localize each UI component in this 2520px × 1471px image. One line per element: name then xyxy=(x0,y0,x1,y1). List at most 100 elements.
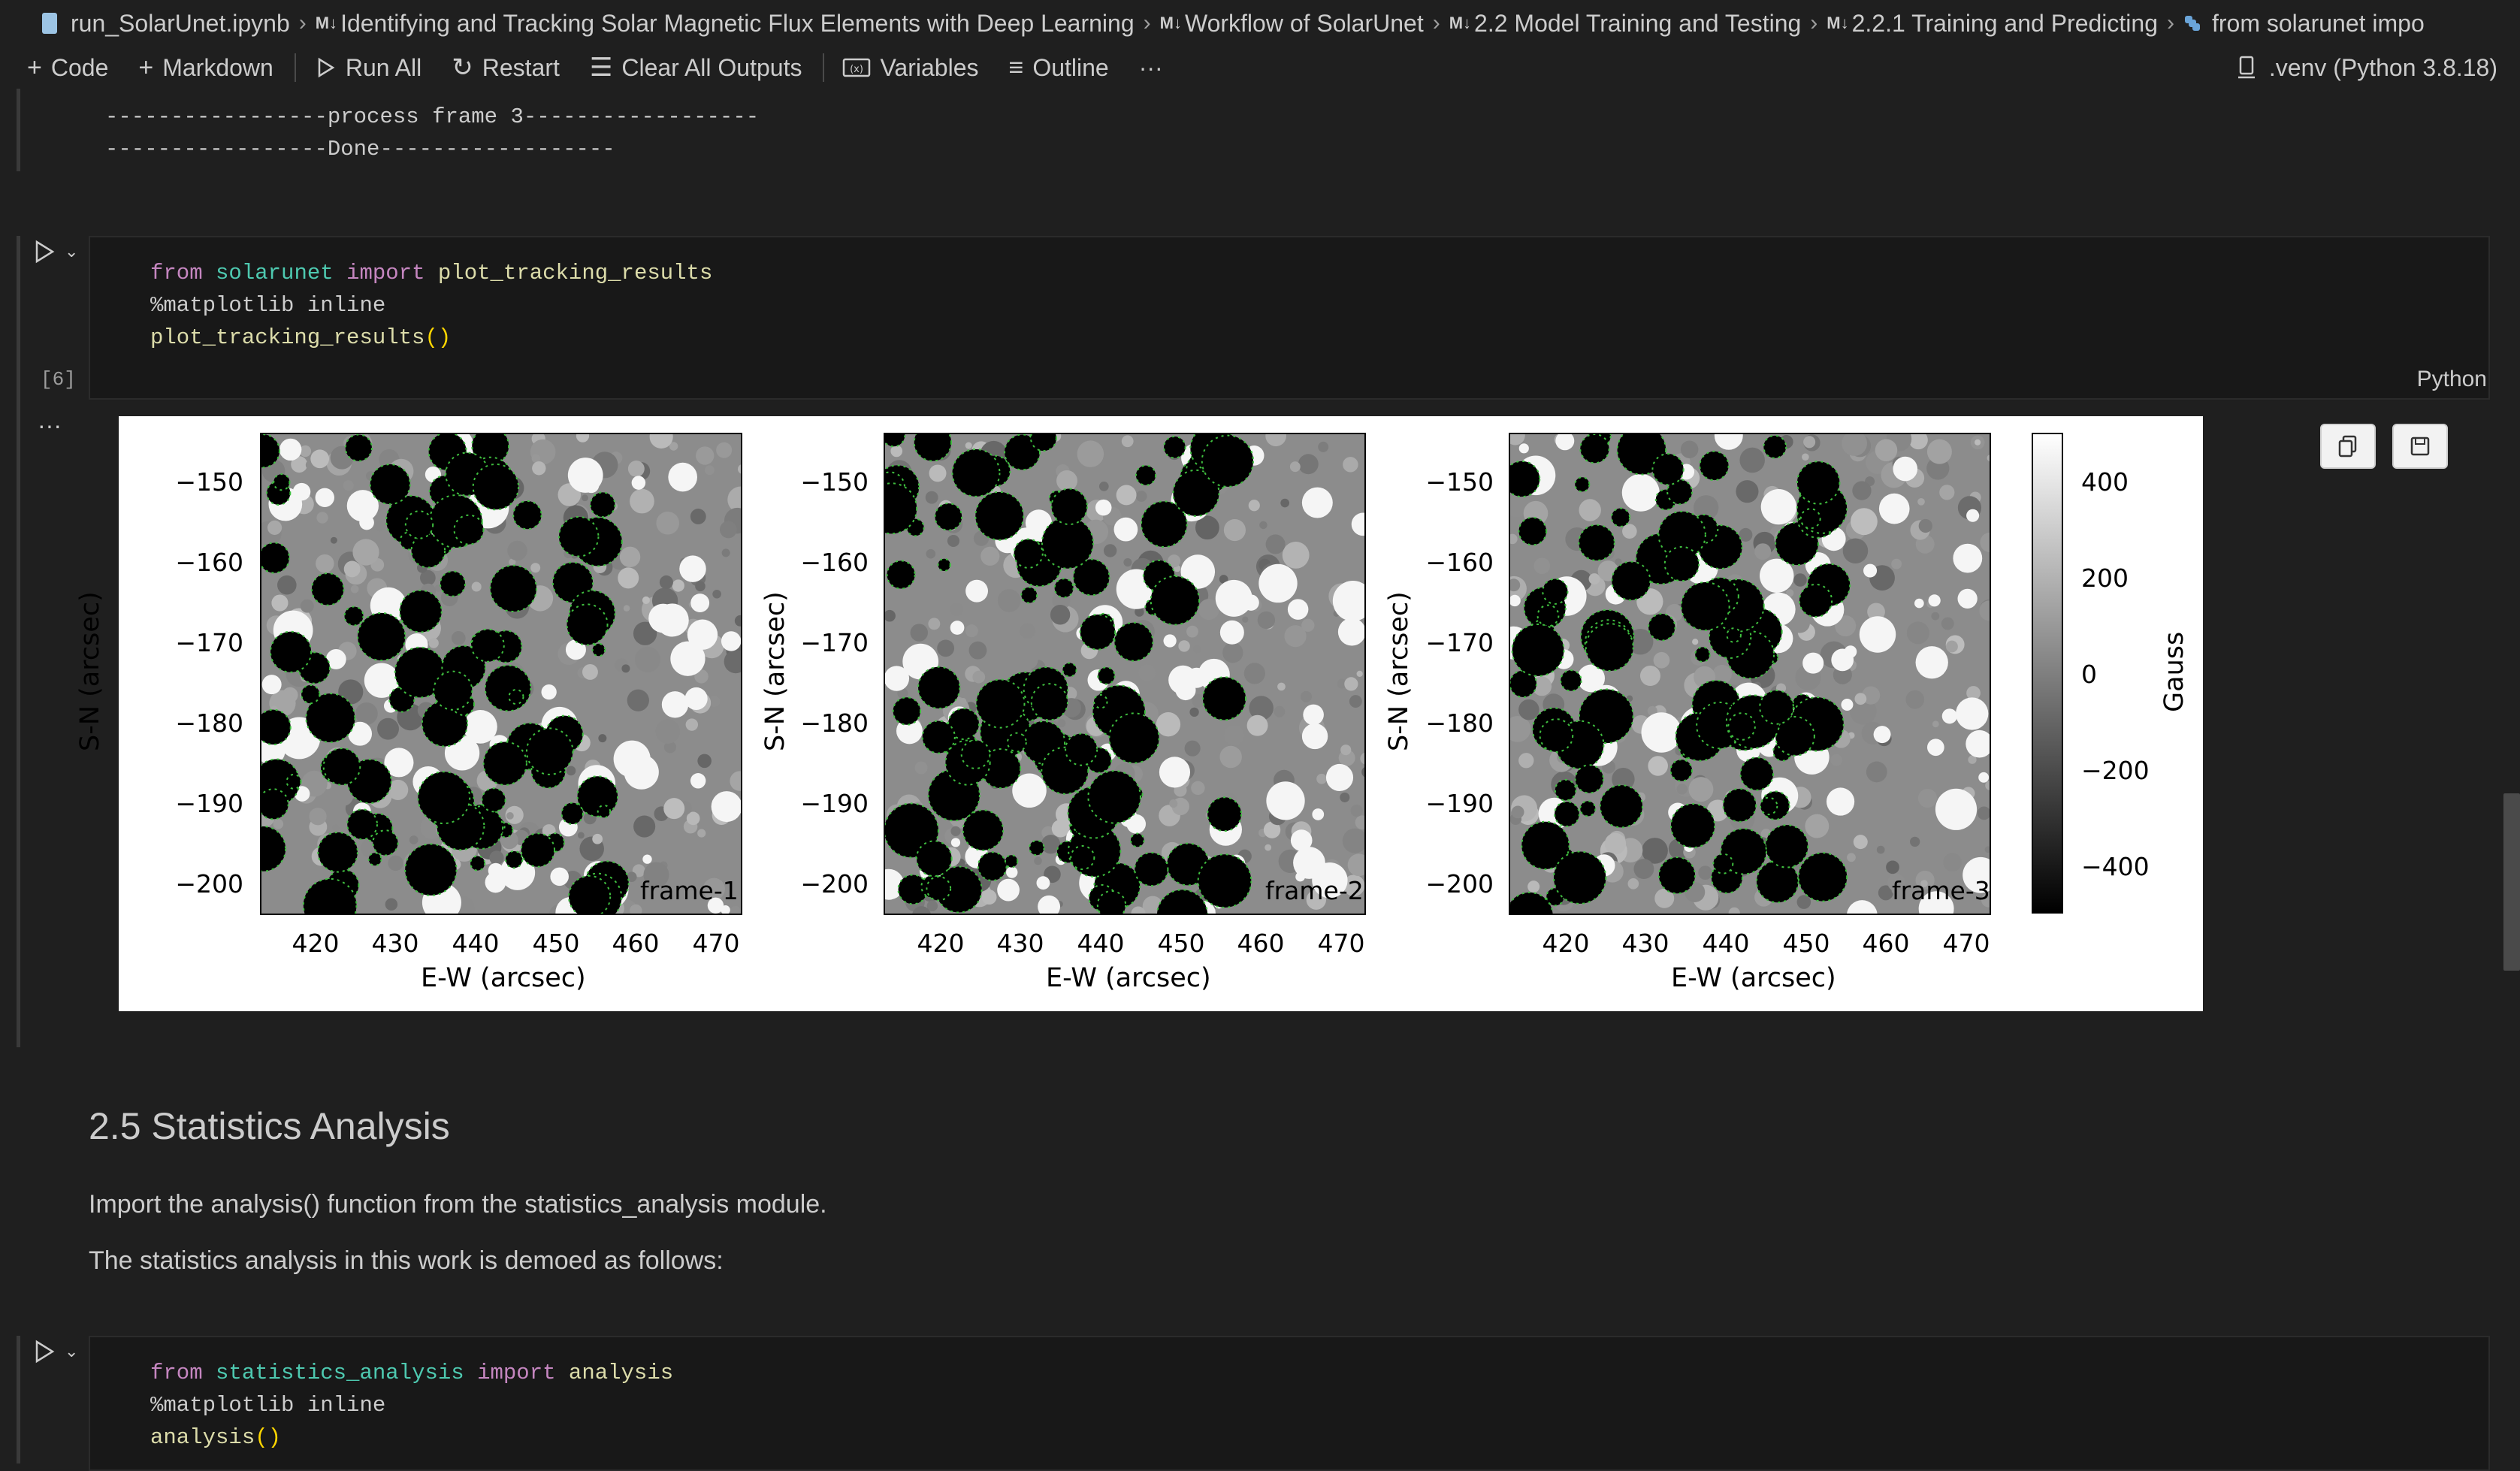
y-tick-label: −160 xyxy=(175,548,243,577)
x-tick-label: 460 xyxy=(1862,929,1910,958)
breadcrumb-file[interactable]: run_SolarUnet.ipynb xyxy=(71,9,290,37)
x-tick-label: 420 xyxy=(917,929,965,958)
markdown-paragraph: Import the analysis() function from the … xyxy=(89,1190,827,1219)
play-icon xyxy=(35,240,55,264)
breadcrumb-item-1[interactable]: M↓ Identifying and Tracking Solar Magneti… xyxy=(315,9,1135,37)
save-icon xyxy=(2410,436,2430,456)
kernel-picker[interactable]: .venv (Python 3.8.18) xyxy=(2236,47,2497,89)
run-all-button[interactable]: Run All xyxy=(314,54,422,82)
code-line: %matplotlib inline xyxy=(150,293,386,318)
code-editor[interactable]: from statistics_analysis import analysis… xyxy=(89,1336,2490,1471)
variables-button[interactable]: (x) Variables xyxy=(842,54,978,82)
x-tick-label: 460 xyxy=(1237,929,1285,958)
y-tick-label: −190 xyxy=(175,789,243,818)
chevron-right-icon: › xyxy=(298,11,307,35)
x-tick-label: 420 xyxy=(292,929,340,958)
python-icon xyxy=(2184,16,2200,31)
x-tick-label: 470 xyxy=(692,929,740,958)
restart-button[interactable]: ↻ Restart xyxy=(452,53,560,82)
outline-icon: ≡ xyxy=(1008,53,1024,82)
breadcrumb: run_SolarUnet.ipynb › M↓ Identifying and … xyxy=(0,0,2520,47)
chevron-right-icon: › xyxy=(1810,11,1818,35)
x-tick-label: 420 xyxy=(1542,929,1590,958)
y-tick-label: −160 xyxy=(1425,548,1494,577)
markdown-icon: M↓ xyxy=(1827,14,1849,32)
markdown-paragraph: The statistics analysis in this work is … xyxy=(89,1246,724,1275)
cell-gutter xyxy=(17,236,20,1047)
cell-language-label[interactable]: Python xyxy=(2416,367,2487,391)
y-axis-label: S-N (arcsec) xyxy=(760,591,790,751)
notebook-file-icon xyxy=(42,13,57,34)
colorbar-tick-label: −200 xyxy=(2081,756,2150,785)
magnetogram-frame-1 xyxy=(260,433,742,915)
y-tick-label: −160 xyxy=(800,548,869,577)
add-markdown-button[interactable]: + Markdown xyxy=(138,53,273,82)
chevron-right-icon: › xyxy=(1143,11,1151,35)
x-tick-label: 460 xyxy=(612,929,660,958)
variables-icon: (x) xyxy=(843,58,871,77)
markdown-icon: M↓ xyxy=(1159,14,1182,32)
y-tick-label: −150 xyxy=(800,467,869,497)
y-tick-label: −200 xyxy=(800,869,869,899)
code-line: %matplotlib inline xyxy=(150,1393,386,1418)
previous-cell-output: -----------------process frame 3--------… xyxy=(105,104,760,162)
y-tick-label: −170 xyxy=(1425,628,1494,657)
colorbar-label: Gauss xyxy=(2159,631,2189,712)
save-output-button[interactable] xyxy=(2392,424,2448,469)
y-tick-label: −200 xyxy=(175,869,243,899)
more-actions-button[interactable]: ··· xyxy=(1138,53,1163,81)
add-code-button[interactable]: + Code xyxy=(27,53,109,82)
execute-options-chevron-icon[interactable]: ⌄ xyxy=(65,242,79,261)
run-cell-button[interactable] xyxy=(33,239,56,270)
colorbar-tick-label: 200 xyxy=(2081,563,2129,593)
breadcrumb-item-code[interactable]: from solarunet impo xyxy=(2183,10,2425,38)
breadcrumb-item-3[interactable]: M↓ 2.2 Model Training and Testing xyxy=(1449,9,1802,37)
output-more-actions[interactable]: ··· xyxy=(38,412,62,439)
execute-options-chevron-icon[interactable]: ⌄ xyxy=(65,1342,79,1361)
clear-all-outputs-button[interactable]: ☰ Clear All Outputs xyxy=(589,53,802,82)
y-tick-label: −150 xyxy=(175,467,243,497)
chevron-right-icon: › xyxy=(2166,11,2174,35)
code-line: from statistics_analysis import analysis xyxy=(150,1361,674,1385)
code-line: plot_tracking_results() xyxy=(150,325,452,350)
x-tick-label: 440 xyxy=(1702,929,1750,958)
vertical-scrollbar[interactable] xyxy=(2503,793,2520,971)
breadcrumb-item-2[interactable]: M↓ Workflow of SolarUnet xyxy=(1159,9,1424,37)
y-axis-label: S-N (arcsec) xyxy=(75,591,105,751)
clear-outputs-icon: ☰ xyxy=(589,53,613,82)
y-tick-label: −170 xyxy=(800,628,869,657)
markdown-heading: 2.5 Statistics Analysis xyxy=(89,1105,450,1147)
execution-count: [6] xyxy=(41,368,76,391)
x-tick-label: 430 xyxy=(1621,929,1669,958)
toolbar-divider xyxy=(823,53,825,82)
x-axis-label: E-W (arcsec) xyxy=(1046,963,1211,993)
magnetogram-frame-3 xyxy=(1509,433,1991,915)
toolbar-divider xyxy=(294,53,296,82)
y-tick-label: −150 xyxy=(1425,467,1494,497)
x-tick-label: 430 xyxy=(371,929,419,958)
svg-text:(x): (x) xyxy=(851,64,864,75)
x-tick-label: 450 xyxy=(532,929,580,958)
plus-icon: + xyxy=(27,53,42,82)
play-icon xyxy=(35,1340,55,1364)
copy-output-button[interactable] xyxy=(2320,424,2376,469)
x-tick-label: 450 xyxy=(1782,929,1830,958)
kernel-icon xyxy=(2237,56,2255,79)
x-tick-label: 430 xyxy=(996,929,1044,958)
x-tick-label: 470 xyxy=(1317,929,1365,958)
x-axis-label: E-W (arcsec) xyxy=(421,963,586,993)
code-line: analysis() xyxy=(150,1425,282,1450)
outline-button[interactable]: ≡ Outline xyxy=(1008,53,1109,82)
run-cell-button[interactable] xyxy=(33,1339,56,1370)
code-editor[interactable]: from solarunet import plot_tracking_resu… xyxy=(89,236,2490,400)
frame-label: frame-3 xyxy=(1892,876,1990,905)
restart-icon: ↻ xyxy=(452,53,473,82)
cell-gutter xyxy=(17,1336,20,1463)
magnetogram-frame-2 xyxy=(884,433,1366,915)
y-tick-label: −190 xyxy=(1425,789,1494,818)
breadcrumb-item-4[interactable]: M↓ 2.2.1 Training and Predicting xyxy=(1827,9,2158,37)
frame-label: frame-1 xyxy=(640,876,739,905)
markdown-icon: M↓ xyxy=(1449,14,1472,32)
x-tick-label: 450 xyxy=(1157,929,1205,958)
markdown-icon: M↓ xyxy=(315,14,338,32)
